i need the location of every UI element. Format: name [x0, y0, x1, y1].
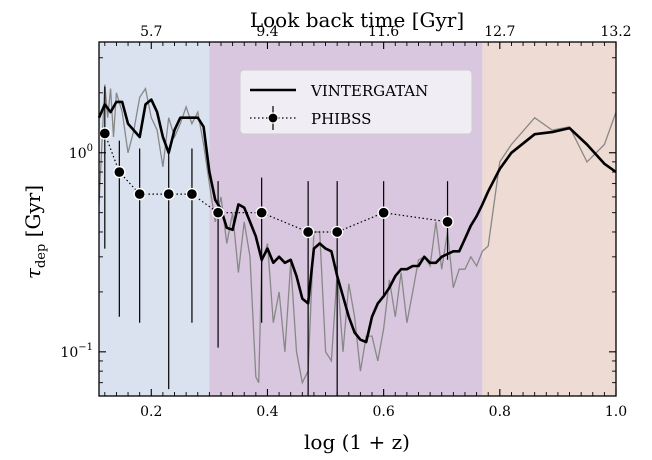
top-tick-label: 12.7: [484, 24, 515, 40]
y-axis-symbol: τ: [21, 267, 45, 279]
legend-phibss-marker: [267, 112, 279, 124]
top-tick-label: 5.7: [140, 24, 162, 40]
y-tick-label: 100: [69, 143, 93, 162]
phibss-point: [133, 187, 146, 201]
x-axis-label: log (1 + z): [304, 430, 410, 454]
svg-text:τdep [Gyr]: τdep [Gyr]: [21, 185, 49, 279]
top-axis-label: Look back time [Gyr]: [250, 8, 464, 32]
y-axis-subscript: dep: [34, 244, 49, 268]
x-tick-label: 0.2: [140, 404, 162, 420]
top-tick-label: 11.6: [368, 24, 399, 40]
y-axis-unit: [Gyr]: [21, 185, 45, 237]
phibss-point: [331, 225, 344, 239]
vintergatan-series: [97, 98, 617, 344]
x-tick-label: 1.0: [605, 404, 627, 420]
phibss-point: [211, 206, 225, 219]
region-0: [99, 42, 210, 396]
top-tick-label: 9.4: [256, 24, 278, 40]
vintergatan-line: [97, 98, 617, 344]
plot-frame: [98, 41, 617, 397]
phibss-connector: [104, 133, 448, 233]
legend-box: [239, 69, 473, 135]
legend: VINTERGATAN PHIBSS: [239, 69, 473, 135]
top-tick-label: 13.2: [600, 24, 631, 40]
phibss-point: [441, 215, 454, 228]
legend-phibss-label: PHIBSS: [311, 110, 371, 128]
axes: [98, 41, 617, 397]
phibss-point: [301, 225, 315, 239]
phibss-point: [162, 187, 175, 201]
phibss-point: [185, 187, 199, 201]
y-axis-label: τdep [Gyr]: [21, 185, 49, 279]
tick-labels: 0.2 0.4 0.6 0.8 1.0 5.7 9.4 11.6 12.7 13.2 100 10−1: [60, 24, 631, 420]
phibss-point: [255, 206, 268, 219]
phibss-point: [98, 127, 111, 140]
y-tick-label: 10−1: [60, 342, 93, 361]
phibss-series: [98, 86, 454, 396]
legend-vintergatan-label: VINTERGATAN: [310, 82, 428, 100]
x-tick-label: 0.8: [489, 404, 511, 420]
phibss-point: [377, 206, 390, 219]
phibss-point: [113, 165, 126, 179]
region-2: [482, 42, 616, 396]
x-tick-label: 0.4: [256, 404, 278, 420]
x-tick-label: 0.6: [373, 404, 395, 420]
